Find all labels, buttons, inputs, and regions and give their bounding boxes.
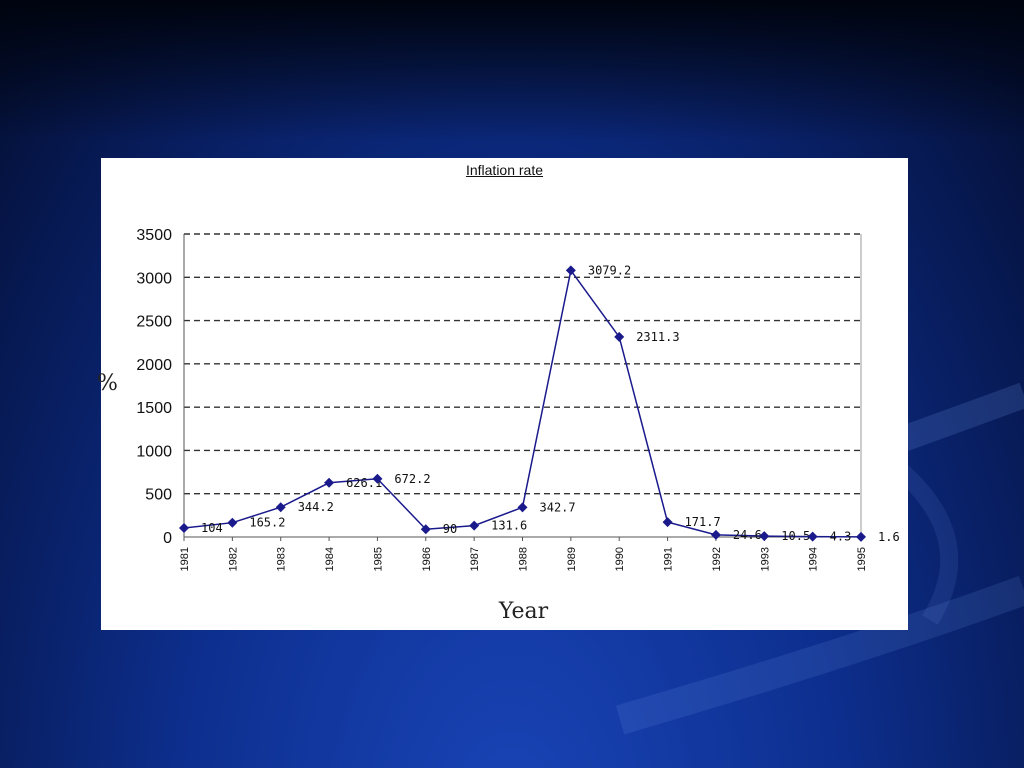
y-tick-label: 2000 bbox=[136, 357, 172, 374]
data-point bbox=[517, 502, 528, 513]
y-tick-label: 1500 bbox=[136, 400, 172, 417]
data-point bbox=[324, 477, 335, 488]
y-tick-label: 3000 bbox=[136, 270, 172, 287]
data-point bbox=[807, 531, 818, 542]
data-point bbox=[856, 531, 866, 542]
data-label: 2311.3 bbox=[636, 330, 679, 344]
x-tick-label: 1995 bbox=[856, 547, 868, 571]
data-label: 131.6 bbox=[491, 519, 527, 533]
data-label: 165.2 bbox=[249, 516, 285, 530]
data-label: 672.2 bbox=[394, 472, 430, 486]
x-tick-label: 1981 bbox=[179, 547, 191, 571]
data-label: 10.5 bbox=[781, 529, 810, 543]
data-point bbox=[420, 524, 431, 535]
x-tick-label: 1989 bbox=[566, 547, 578, 571]
line-chart: 0 500 1000 1500 2000 2500 3000 3500 1981 1982 1983… bbox=[136, 227, 900, 571]
data-label: 344.2 bbox=[298, 500, 334, 514]
data-point bbox=[710, 529, 721, 540]
data-point bbox=[469, 520, 480, 531]
x-tick-label: 1993 bbox=[759, 547, 771, 571]
data-point bbox=[759, 531, 770, 542]
data-point bbox=[179, 522, 189, 533]
data-label: 342.7 bbox=[540, 500, 576, 514]
data-point bbox=[662, 517, 673, 528]
x-tick-label: 1986 bbox=[421, 547, 433, 571]
data-point bbox=[565, 265, 576, 276]
x-tick-label: 1984 bbox=[324, 547, 336, 571]
chart-title: Inflation rate bbox=[465, 162, 544, 178]
data-label: 90 bbox=[443, 522, 457, 536]
y-tick-label: 2500 bbox=[136, 314, 172, 331]
y-tick-label: 1000 bbox=[136, 443, 172, 460]
chart-panel: Inflation rate 0 500 1000 1500 2000 2500 3000 3… bbox=[97, 158, 908, 630]
data-label: 24.6 bbox=[733, 528, 762, 542]
x-tick-label: 1994 bbox=[808, 547, 820, 571]
y-tick-label: 0 bbox=[163, 530, 172, 547]
series-line bbox=[183, 268, 862, 538]
x-tick-label: 1988 bbox=[518, 547, 530, 571]
x-tick-label: 1983 bbox=[276, 547, 288, 571]
x-tick-label: 1982 bbox=[227, 547, 239, 571]
x-tick-label: 1990 bbox=[614, 547, 626, 571]
data-label: 104 bbox=[201, 521, 223, 535]
x-tick-label: 1987 bbox=[469, 547, 481, 571]
data-label: 4.3 bbox=[830, 530, 852, 544]
data-point bbox=[227, 517, 238, 528]
x-tick-label: 1991 bbox=[663, 547, 675, 571]
y-tick-label: 500 bbox=[145, 487, 172, 504]
y-tick-label: 3500 bbox=[136, 227, 172, 244]
data-point bbox=[275, 502, 286, 513]
x-axis-label: Year bbox=[498, 599, 549, 624]
data-label: 3079.2 bbox=[588, 263, 631, 277]
y-axis-label: % bbox=[97, 371, 118, 396]
data-point bbox=[614, 331, 625, 342]
top-shade bbox=[0, 0, 1024, 140]
x-tick-label: 1985 bbox=[372, 547, 384, 571]
data-point bbox=[372, 473, 383, 484]
data-label: 171.7 bbox=[685, 515, 721, 529]
data-label: 1.6 bbox=[878, 530, 900, 544]
x-tick-label: 1992 bbox=[711, 547, 723, 571]
